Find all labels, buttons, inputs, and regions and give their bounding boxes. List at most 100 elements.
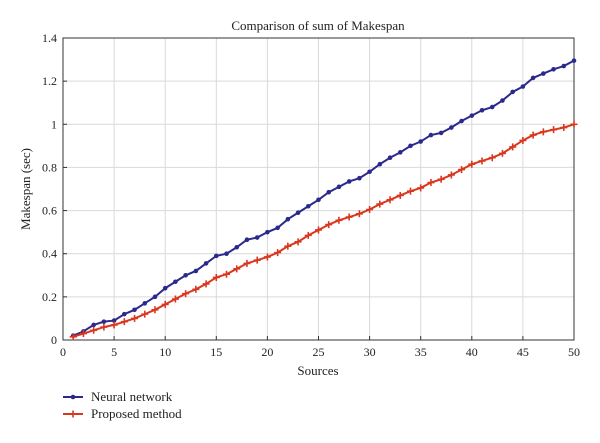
neural-network-point bbox=[111, 318, 117, 323]
neural-network-point bbox=[265, 229, 270, 235]
series-group bbox=[69, 58, 578, 341]
neural-network-point bbox=[193, 268, 199, 274]
y-tick-label: 0.8 bbox=[42, 160, 57, 174]
neural-network-point bbox=[244, 237, 250, 242]
proposed-method-point bbox=[151, 306, 159, 314]
proposed-method-point bbox=[570, 120, 578, 128]
neural-network-point bbox=[254, 235, 260, 240]
proposed-method-point bbox=[315, 226, 322, 234]
proposed-method-point bbox=[427, 179, 435, 187]
neural-network-point bbox=[571, 58, 577, 63]
neural-network-point bbox=[132, 307, 137, 313]
proposed-method-point bbox=[192, 285, 200, 293]
y-tick-label: 0.6 bbox=[42, 204, 57, 218]
proposed-method-point bbox=[325, 221, 333, 229]
proposed-method-point bbox=[90, 326, 98, 334]
proposed-method-point bbox=[509, 143, 517, 151]
legend-proposed-method-marker bbox=[69, 410, 77, 418]
neural-network-point bbox=[469, 113, 475, 118]
neural-network-point bbox=[305, 203, 311, 209]
proposed-method-point bbox=[437, 175, 445, 183]
neural-network-point bbox=[418, 139, 424, 144]
proposed-method-point bbox=[263, 253, 271, 261]
x-axis-title: Sources bbox=[297, 363, 338, 378]
proposed-method-point bbox=[396, 191, 404, 199]
neural-network-point bbox=[316, 197, 321, 203]
y-tick-label: 0 bbox=[51, 333, 57, 347]
legend-neural-network-label: Neural network bbox=[91, 389, 173, 404]
x-tick-label: 20 bbox=[261, 345, 273, 359]
x-tick-label: 35 bbox=[415, 345, 427, 359]
proposed-method-point bbox=[79, 330, 87, 338]
axis-ticks: 0 5 10 15 20 25 30 35 40 45 50 0 0.2 0.4 0.6 0.8 1 1.2 1.4 bbox=[42, 31, 580, 359]
neural-network-point bbox=[91, 322, 96, 328]
y-tick-label: 1.2 bbox=[42, 74, 57, 88]
neural-network-point bbox=[336, 184, 342, 190]
proposed-method-point bbox=[212, 273, 220, 281]
proposed-method-point bbox=[202, 280, 210, 288]
y-tick-label: 0.4 bbox=[42, 247, 57, 261]
proposed-method-point bbox=[406, 187, 414, 195]
neural-network-point bbox=[214, 253, 219, 259]
proposed-method-point bbox=[274, 249, 282, 257]
x-tick-label: 25 bbox=[313, 345, 325, 359]
proposed-method-point bbox=[539, 128, 547, 136]
proposed-method-point bbox=[498, 149, 506, 157]
neural-network-point bbox=[367, 169, 372, 175]
proposed-method-point bbox=[345, 213, 353, 221]
proposed-method-point bbox=[131, 314, 139, 322]
proposed-method-point bbox=[468, 160, 476, 168]
neural-network-point bbox=[285, 216, 291, 222]
proposed-method-point bbox=[141, 310, 149, 318]
proposed-method-point bbox=[488, 154, 496, 162]
neural-network-point bbox=[377, 161, 383, 167]
proposed-method-point bbox=[560, 124, 568, 132]
neural-network-point bbox=[387, 155, 393, 161]
x-tick-label: 50 bbox=[568, 345, 580, 359]
neural-network-point bbox=[326, 189, 332, 195]
proposed-method-point bbox=[182, 290, 190, 298]
neural-network-point bbox=[459, 118, 464, 124]
neural-network-point bbox=[295, 210, 301, 216]
proposed-method-point bbox=[304, 231, 312, 239]
neural-network-point bbox=[449, 125, 454, 130]
x-tick-label: 10 bbox=[159, 345, 171, 359]
x-tick-label: 5 bbox=[111, 345, 117, 359]
neural-network-point bbox=[357, 175, 362, 181]
neural-network-point bbox=[520, 84, 526, 89]
proposed-method-point bbox=[519, 136, 527, 144]
neural-network-point bbox=[234, 244, 240, 250]
x-tick-label: 0 bbox=[60, 345, 66, 359]
neural-network-point bbox=[489, 104, 495, 110]
proposed-method-point bbox=[233, 265, 241, 273]
neural-network-point bbox=[183, 272, 188, 278]
neural-network-point bbox=[224, 251, 229, 257]
neural-network-point bbox=[500, 98, 505, 103]
proposed-method-point bbox=[120, 318, 128, 326]
proposed-method-point bbox=[376, 200, 384, 208]
legend: Neural network Proposed method bbox=[63, 389, 182, 421]
neural-network-point bbox=[510, 89, 515, 95]
neural-network-point bbox=[142, 301, 148, 306]
proposed-method-point bbox=[100, 323, 108, 331]
x-tick-label: 15 bbox=[210, 345, 222, 359]
proposed-method-point bbox=[294, 238, 302, 246]
proposed-method-point bbox=[447, 171, 455, 179]
neural-network-point bbox=[152, 294, 158, 300]
neural-network-point bbox=[438, 130, 444, 136]
y-tick-label: 0.2 bbox=[42, 290, 57, 304]
legend-proposed-method-label: Proposed method bbox=[91, 406, 182, 421]
neural-network-point bbox=[122, 311, 127, 317]
neural-network-point bbox=[275, 225, 280, 231]
proposed-method-point bbox=[355, 210, 363, 218]
proposed-method-point bbox=[69, 333, 77, 341]
x-tick-label: 30 bbox=[364, 345, 376, 359]
proposed-method-point bbox=[366, 205, 374, 213]
neural-network-point bbox=[408, 143, 413, 149]
proposed-method-point bbox=[284, 242, 292, 250]
y-axis-title: Makespan (sec) bbox=[18, 148, 33, 230]
neural-network-point bbox=[397, 150, 403, 155]
neural-network-point bbox=[162, 285, 168, 291]
